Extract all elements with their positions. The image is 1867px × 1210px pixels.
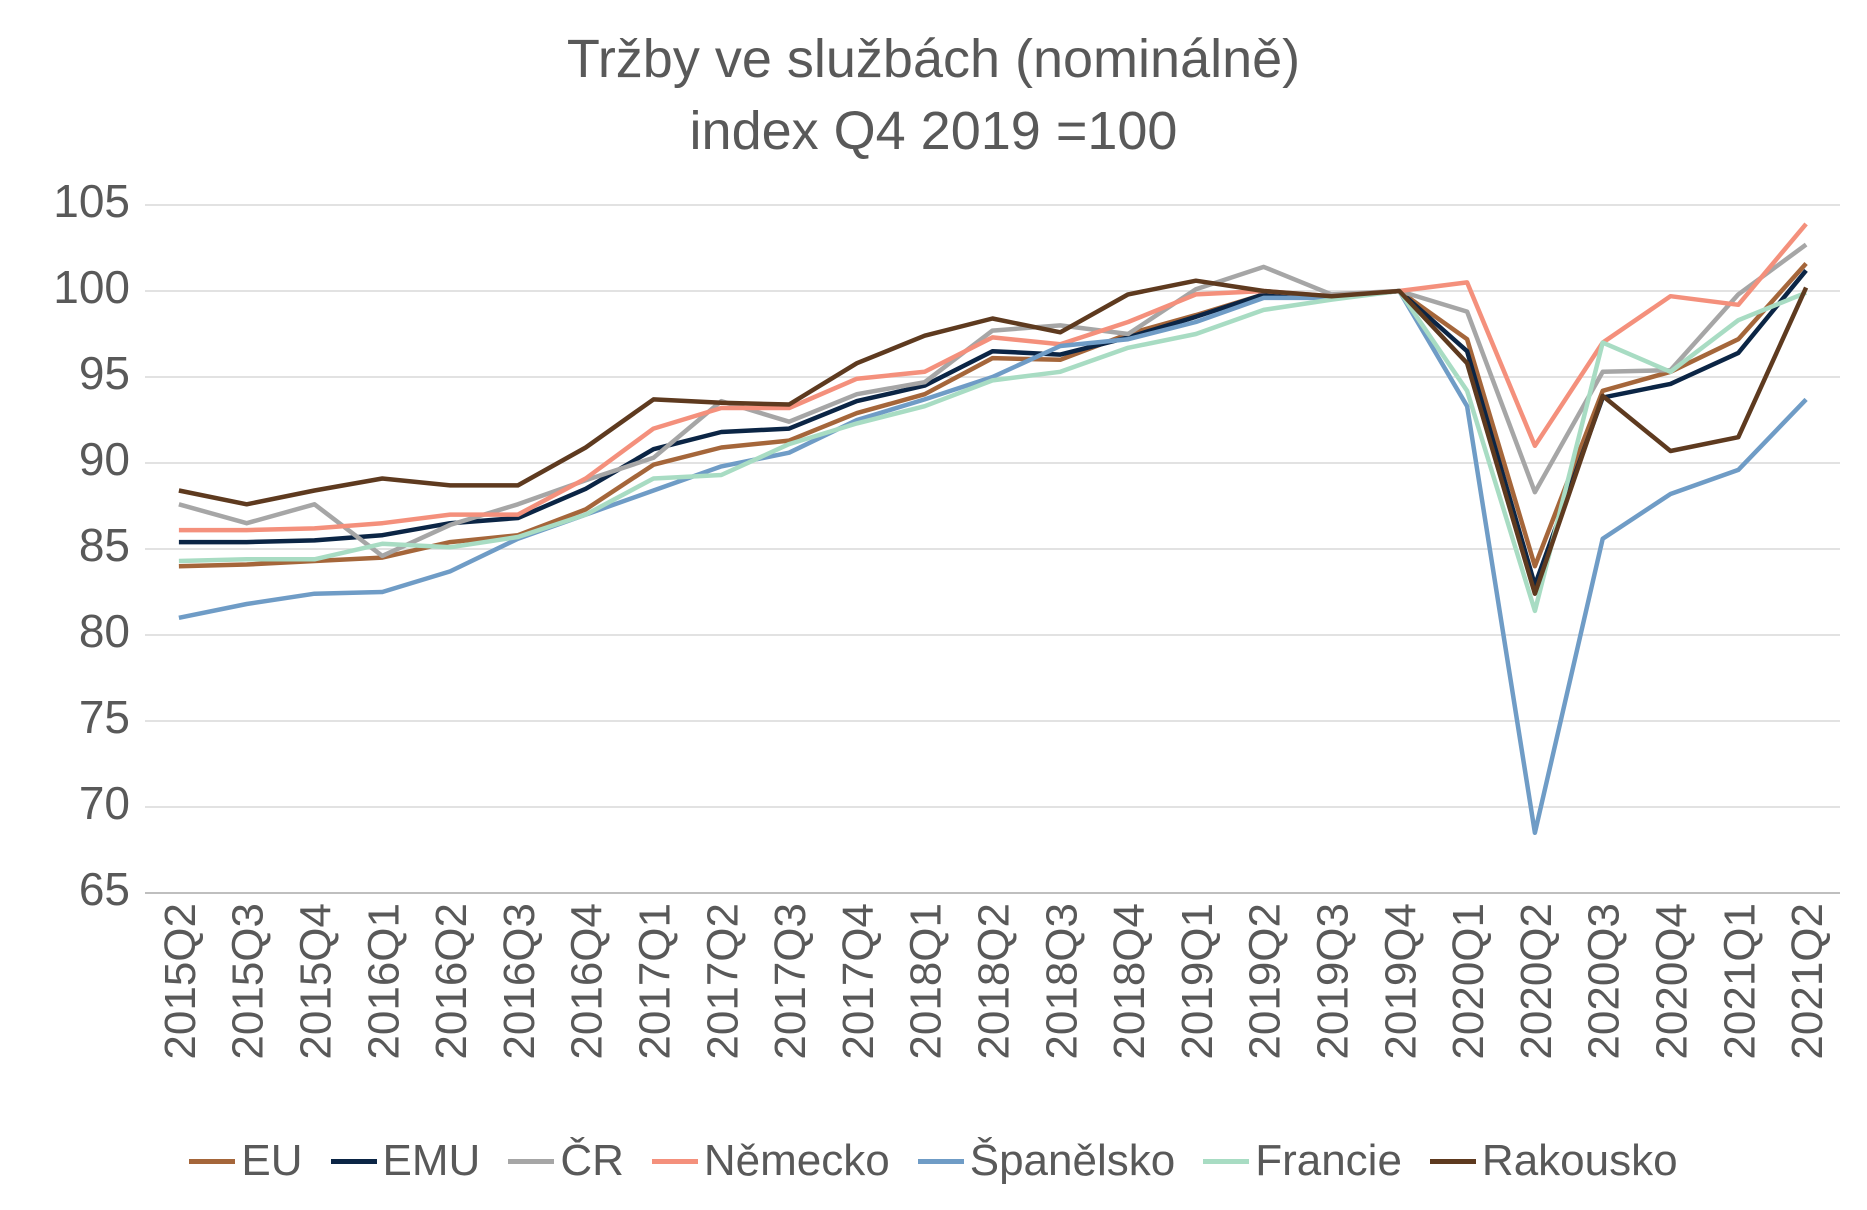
legend-item: EU <box>189 1136 303 1186</box>
x-tick-label: 2018Q3 <box>1037 903 1086 1060</box>
x-tick-label: 2017Q1 <box>631 903 680 1060</box>
series-line-EU <box>178 261 1808 569</box>
y-tick-label: 90 <box>79 433 130 485</box>
x-tick-label: 2016Q4 <box>563 903 612 1060</box>
x-axis-tick-labels: 2015Q2 2015Q3 2015Q4 2016Q1 2016Q2 2016Q3 2016… <box>156 903 1832 1060</box>
legend-label: EMU <box>382 1136 481 1185</box>
chart-title: Tržby ve službách (nominálně) <box>566 29 1301 89</box>
legend-item: Francie <box>1203 1136 1402 1186</box>
legend-swatch <box>1203 1158 1250 1164</box>
legend-swatch <box>508 1158 555 1164</box>
x-tick-label: 2015Q3 <box>224 903 273 1060</box>
legend-swatch <box>189 1158 236 1164</box>
series-line-Španělsko <box>178 288 1808 836</box>
legend-label: EU <box>241 1136 303 1185</box>
legend-label: Španělsko <box>969 1136 1176 1185</box>
legend-swatch <box>651 1158 698 1164</box>
legend-label: Rakousko <box>1481 1136 1678 1185</box>
x-tick-label: 2018Q1 <box>902 903 951 1060</box>
legend-item: Španělsko <box>917 1136 1176 1186</box>
legend-swatch <box>330 1158 377 1164</box>
legend-item: Rakousko <box>1429 1136 1678 1186</box>
x-tick-label: 2021Q2 <box>1783 903 1832 1060</box>
y-tick-label: 85 <box>79 519 130 571</box>
x-tick-label: 2016Q1 <box>359 903 408 1060</box>
y-tick-label: 75 <box>79 691 130 743</box>
legend-item: EMU <box>330 1136 481 1186</box>
x-tick-label: 2017Q3 <box>766 903 815 1060</box>
x-tick-label: 2019Q4 <box>1376 903 1425 1060</box>
x-tick-label: 2015Q2 <box>156 903 205 1060</box>
legend-swatch <box>917 1158 964 1164</box>
legend: EU EMU ČR Německo Španělsko Francie Rakousko <box>0 1133 1867 1189</box>
y-tick-label: 100 <box>53 261 130 313</box>
x-tick-label: 2020Q3 <box>1580 903 1629 1060</box>
series-lines <box>178 222 1809 836</box>
y-tick-label: 65 <box>79 863 130 915</box>
series-line-ČR <box>178 242 1808 559</box>
legend-label: ČR <box>560 1136 624 1185</box>
y-tick-label: 70 <box>79 777 130 829</box>
y-tick-label: 95 <box>79 347 130 399</box>
x-tick-label: 2016Q2 <box>427 903 476 1060</box>
legend-item: ČR <box>508 1136 624 1186</box>
y-tick-label: 105 <box>53 175 130 227</box>
x-tick-label: 2016Q3 <box>495 903 544 1060</box>
chart-subtitle: index Q4 2019 =100 <box>689 101 1178 161</box>
x-tick-label: 2015Q4 <box>292 903 341 1060</box>
x-tick-label: 2019Q2 <box>1241 903 1290 1060</box>
x-tick-label: 2018Q4 <box>1105 903 1154 1060</box>
x-tick-label: 2020Q2 <box>1512 903 1561 1060</box>
legend-label: Německo <box>703 1136 890 1185</box>
legend-item: Německo <box>651 1136 890 1186</box>
x-tick-label: 2019Q3 <box>1309 903 1358 1060</box>
x-tick-label: 2018Q2 <box>970 903 1019 1060</box>
x-tick-label: 2017Q2 <box>698 903 747 1060</box>
x-tick-label: 2019Q1 <box>1173 903 1222 1060</box>
series-line-Rakousko <box>178 278 1809 596</box>
series-line-Francie <box>178 288 1807 614</box>
series-line-Německo <box>178 222 1808 533</box>
y-tick-label: 80 <box>79 605 130 657</box>
x-tick-label: 2021Q1 <box>1715 903 1764 1060</box>
legend-label: Francie <box>1255 1136 1402 1185</box>
x-tick-label: 2020Q1 <box>1444 903 1493 1060</box>
y-axis-tick-labels: 65 70 75 80 85 90 95 100 105 <box>53 175 130 915</box>
x-tick-label: 2020Q4 <box>1648 903 1697 1060</box>
x-tick-label: 2017Q4 <box>834 903 883 1060</box>
legend-swatch <box>1429 1158 1476 1164</box>
